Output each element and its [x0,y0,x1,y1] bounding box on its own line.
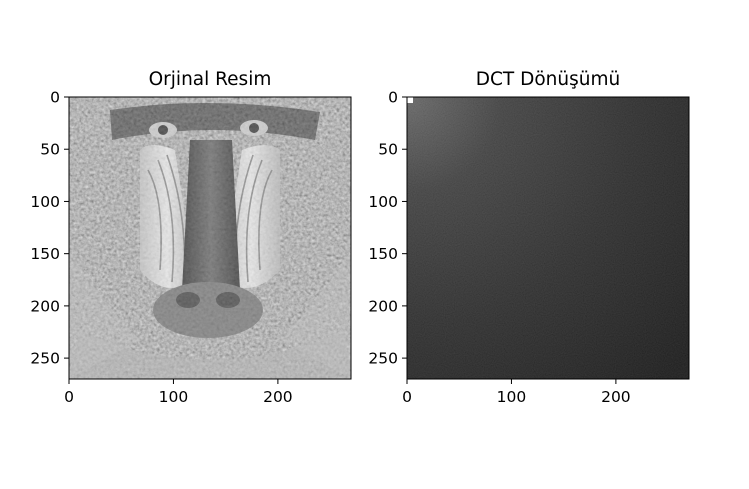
dct-image [407,97,689,379]
left-y-tick-label: 50 [40,141,60,159]
right-y-tick-label: 0 [388,89,398,107]
original-image [69,97,351,379]
left-chart-title: Orjinal Resim [149,69,272,90]
right-axes-frame [406,96,690,380]
right-chart-title: DCT Dönüşümü [476,69,620,90]
left-x-tick-label: 200 [263,388,293,406]
right-y-tick-label: 100 [368,193,398,211]
right-y-tick-label: 200 [368,297,398,315]
left-axes-frame [68,96,352,380]
left-y-tick-label: 150 [30,245,60,263]
left-y-tick-label: 200 [30,297,60,315]
left-y-tick-label: 250 [30,350,60,368]
left-x-tick-label: 0 [64,388,74,406]
left-y-tick-label: 0 [50,89,60,107]
right-x-tick-label: 100 [497,388,527,406]
right-y-tick-label: 150 [368,245,398,263]
right-x-tick-label: 200 [601,388,631,406]
right-y-tick-label: 50 [378,141,398,159]
left-y-tick-label: 100 [30,193,60,211]
left-x-tick-label: 100 [159,388,189,406]
right-y-tick-label: 250 [368,350,398,368]
right-x-tick-label: 0 [402,388,412,406]
